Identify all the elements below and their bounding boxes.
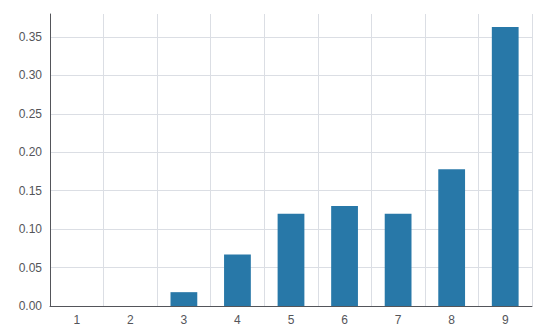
- svg-text:1: 1: [73, 313, 80, 327]
- svg-text:0.25: 0.25: [19, 107, 43, 121]
- svg-text:6: 6: [341, 313, 348, 327]
- svg-text:0.15: 0.15: [19, 184, 43, 198]
- svg-text:3: 3: [181, 313, 188, 327]
- svg-text:0.05: 0.05: [19, 261, 43, 275]
- svg-text:0.35: 0.35: [19, 30, 43, 44]
- svg-text:0.30: 0.30: [19, 68, 43, 82]
- svg-text:2: 2: [127, 313, 134, 327]
- svg-text:7: 7: [395, 313, 402, 327]
- svg-text:4: 4: [234, 313, 241, 327]
- svg-text:0.20: 0.20: [19, 145, 43, 159]
- svg-text:8: 8: [448, 313, 455, 327]
- svg-text:5: 5: [288, 313, 295, 327]
- svg-text:9: 9: [502, 313, 509, 327]
- svg-text:0.10: 0.10: [19, 222, 43, 236]
- svg-text:0.00: 0.00: [19, 299, 43, 313]
